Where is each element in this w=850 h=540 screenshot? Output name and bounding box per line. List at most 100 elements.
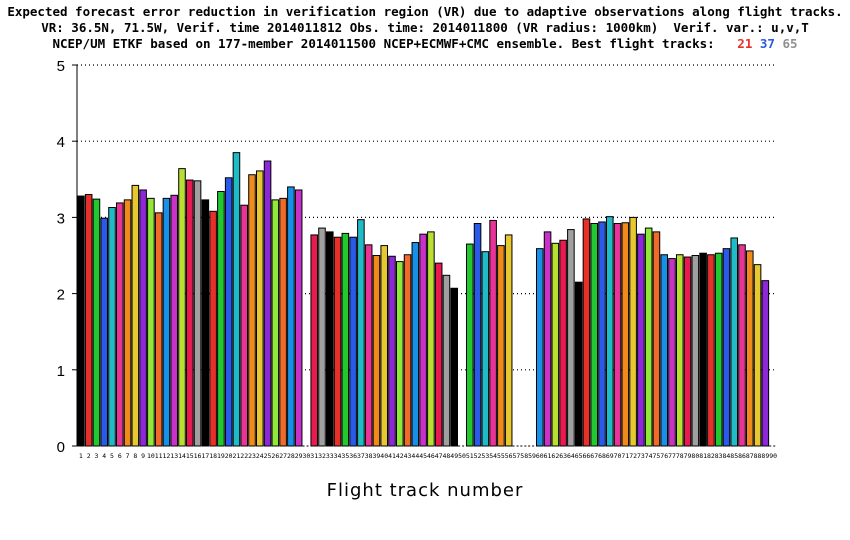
bar-track-8 (131, 184, 140, 447)
bar-track-53 (481, 251, 490, 447)
x-tick-label: 75 (653, 452, 661, 460)
x-tick-label: 22 (240, 452, 248, 460)
bar-track-6 (115, 202, 124, 447)
x-tick-label: 13 (170, 452, 178, 460)
bar-track-89 (761, 280, 770, 447)
x-tick-label: 18 (209, 452, 217, 460)
bar-track-62 (551, 242, 560, 447)
bar-track-48 (442, 274, 451, 447)
x-tick-label: 70 (614, 452, 622, 460)
x-tick-label: 48 (443, 452, 451, 460)
bar-track-64 (567, 229, 575, 447)
bar-track-81 (699, 252, 707, 447)
bar-track-54 (489, 219, 497, 447)
y-tick-label: 5 (57, 58, 65, 75)
bar-track-66 (582, 218, 591, 447)
bar-track-37 (357, 219, 365, 447)
x-tick-label: 53 (481, 452, 489, 460)
x-tick-label: 65 (575, 452, 583, 460)
x-tick-label: 49 (450, 452, 458, 460)
bar-track-9 (139, 189, 147, 447)
x-tick-label: 9 (141, 452, 145, 460)
bar-track-51 (465, 243, 474, 447)
x-tick-label: 32 (318, 452, 326, 460)
bar-track-33 (325, 231, 334, 447)
grid-lines (77, 64, 777, 371)
bar-track-23 (248, 174, 256, 447)
bar-track-35 (341, 232, 350, 447)
x-tick-label: 84 (723, 452, 731, 460)
x-tick-label: 77 (668, 452, 676, 460)
bar-track-28 (287, 186, 295, 447)
x-tick-label: 87 (746, 452, 754, 460)
bar-track-21 (232, 152, 241, 447)
best-track-1: 21 (737, 36, 753, 51)
bar-track-65 (574, 281, 583, 447)
x-tick-label: 7 (126, 452, 130, 460)
bar-track-15 (185, 179, 194, 447)
x-tick-label: 69 (606, 452, 614, 460)
x-tick-label: 17 (201, 452, 209, 460)
x-tick-label: 38 (365, 452, 373, 460)
bar-track-69 (605, 216, 614, 447)
x-tick-label: 42 (396, 452, 404, 460)
x-tick-label: 66 (583, 452, 591, 460)
bar-track-82 (707, 254, 715, 447)
bar-track-18 (209, 210, 217, 447)
x-tick-label: 5 (110, 452, 114, 460)
x-tick-label: 30 (303, 452, 311, 460)
bar-track-72 (629, 216, 637, 447)
x-tick-label: 74 (645, 452, 653, 460)
x-tick-label: 8 (133, 452, 137, 460)
bar-track-63 (559, 239, 567, 447)
bar-track-36 (349, 236, 357, 447)
bar-track-24 (255, 170, 264, 447)
x-tick-label: 79 (684, 452, 692, 460)
bar-track-17 (201, 199, 210, 447)
x-tick-label: 34 (334, 452, 342, 460)
chart-title-line-2: VR: 36.5N, 71.5W, Verif. time 2014011812… (41, 20, 809, 35)
bar-track-55 (497, 245, 505, 447)
x-tick-label: 86 (738, 452, 746, 460)
y-tick-label: 0 (57, 439, 65, 456)
bar-track-73 (637, 233, 645, 447)
y-tick-label: 1 (57, 363, 65, 380)
x-tick-label: 54 (489, 452, 497, 460)
x-tick-label: 1 (79, 452, 83, 460)
x-tick-label: 45 (419, 452, 427, 460)
bar-track-14 (178, 168, 186, 447)
bar-track-13 (170, 194, 179, 447)
bar-track-88 (753, 264, 762, 447)
bar-track-85 (730, 237, 739, 447)
bar-track-74 (644, 227, 653, 447)
x-tick-label: 90 (769, 452, 777, 460)
x-tick-label: 11 (155, 452, 163, 460)
x-tick-label: 52 (474, 452, 482, 460)
x-tick-label: 60 (536, 452, 544, 460)
best-track-2: 37 (759, 36, 775, 51)
x-tick-label: 43 (404, 452, 412, 460)
x-tick-label: 35 (341, 452, 349, 460)
bar-track-4 (100, 217, 109, 447)
x-tick-label: 63 (559, 452, 567, 460)
bar-track-7 (123, 199, 132, 447)
bar-track-5 (108, 206, 116, 447)
bar-track-44 (411, 242, 420, 447)
x-tick-label: 83 (715, 452, 723, 460)
bar-track-67 (590, 222, 599, 447)
x-axis-label: Flight track number (326, 480, 524, 501)
x-tick-label: 68 (598, 452, 606, 460)
bar-track-31 (310, 234, 319, 447)
x-tick-label: 51 (466, 452, 474, 460)
x-tick-label: 62 (551, 452, 559, 460)
x-tick-label: 12 (163, 452, 171, 460)
bar-track-41 (388, 255, 396, 447)
x-tick-label: 39 (373, 452, 381, 460)
x-tick-label: 82 (707, 452, 715, 460)
chart-title-block: Expected forecast error reduction in ver… (0, 4, 850, 52)
bar-track-29 (294, 189, 303, 447)
x-tick-label: 23 (248, 452, 256, 460)
bar-track-77 (668, 258, 676, 447)
